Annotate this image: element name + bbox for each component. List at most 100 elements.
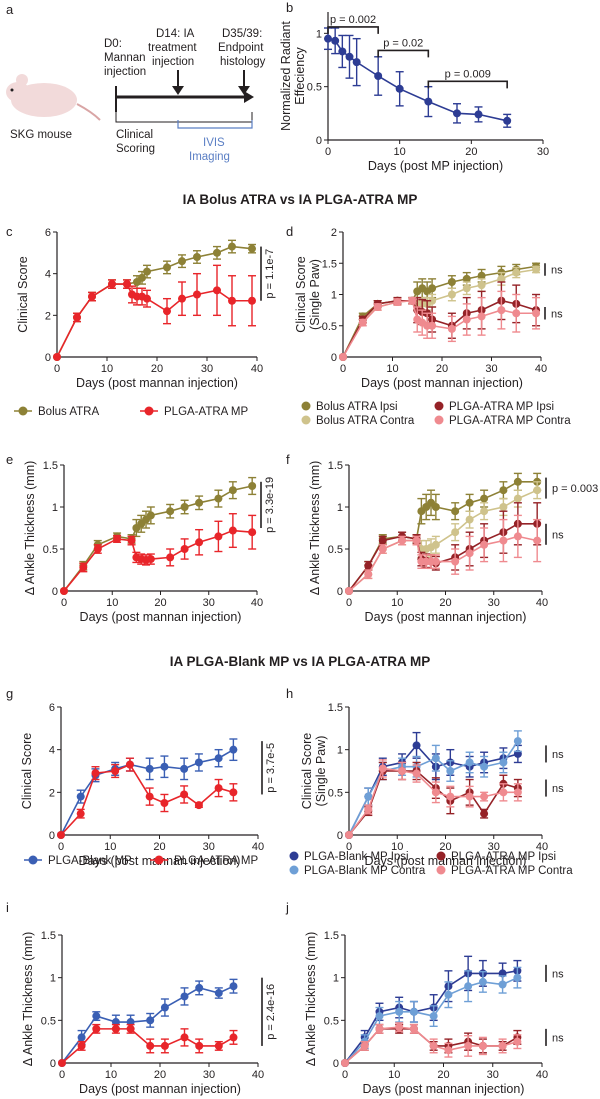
data-point-e-0-14 — [248, 482, 257, 490]
legend-plga-atra-g: PLGA-ATRA MP — [174, 855, 258, 867]
x-tick-label-h-3: 30 — [488, 841, 500, 853]
data-point-i-1-3 — [111, 1024, 120, 1033]
data-point-b-0-5 — [374, 72, 383, 80]
panel-h: h 0 10 20 30 40 0 0.5 1 1.5 Days (post mannan inj… — [286, 686, 564, 868]
y-tick-label-b-2: 1 — [316, 28, 322, 40]
data-point-c-0-7 — [143, 267, 151, 276]
comparison-label-b-0: p = 0.002 — [330, 14, 376, 26]
x-tick-label-i-2: 20 — [154, 1069, 166, 1081]
stat-label-h-0: ns — [552, 749, 564, 761]
y-tick-label-f-0: 0 — [337, 586, 343, 598]
y-tick-label-f-3: 1.5 — [328, 460, 343, 472]
legend-c: Bolus ATRA PLGA-ATRA MP — [14, 406, 248, 418]
stat-label-h-1: ns — [552, 783, 564, 795]
x-axis-label-c: Days (post mannan injection) — [76, 376, 238, 390]
x-tick-label-g-2: 20 — [153, 841, 165, 853]
panel-g-letter: g — [6, 686, 13, 701]
panel-d-letter: d — [286, 224, 293, 239]
data-point-f-3-13 — [513, 532, 522, 541]
series-f-0 — [345, 472, 542, 595]
data-point-e-0-11 — [195, 498, 204, 507]
data-point-c-1-2 — [88, 292, 96, 301]
data-point-f-0-10 — [465, 498, 474, 507]
y-axis-label-f: Δ Ankle Thickness (mm) — [308, 461, 322, 596]
y-tick-label-c-1: 2 — [45, 310, 51, 322]
x-tick-label-g-3: 30 — [203, 841, 215, 853]
y-axis-label-i: Δ Ankle Thickness (mm) — [21, 932, 35, 1067]
legend-blank-ipsi: PLGA-Blank MP Ipsi — [304, 851, 409, 863]
data-point-g-0-8 — [194, 758, 203, 767]
y-tick-label-b-1: 0.5 — [307, 82, 322, 94]
data-point-i-1-6 — [160, 1041, 169, 1050]
data-point-j-3-8 — [478, 1041, 487, 1050]
mouse-illustration — [6, 74, 101, 121]
series-line-c-0 — [56, 245, 253, 358]
data-point-i-1-2 — [92, 1024, 101, 1033]
data-point-f-3-8 — [431, 557, 440, 566]
data-point-g-0-5 — [145, 764, 154, 773]
data-point-d-3-12 — [497, 306, 506, 315]
data-point-b-0-8 — [453, 109, 461, 118]
data-point-f-0-12 — [499, 486, 508, 495]
data-point-h-3-1 — [364, 805, 373, 814]
data-point-f-1-10 — [465, 515, 474, 524]
data-point-d-3-3 — [393, 298, 402, 306]
legend-g: PLGA-Blank MP PLGA-ATRA MP — [24, 855, 258, 867]
x-tick-label-j-4: 40 — [536, 1069, 548, 1081]
legend-marker-blank-ipsi — [289, 851, 299, 861]
x-tick-label-h-0: 0 — [346, 841, 352, 853]
data-point-i-0-5 — [146, 1016, 155, 1025]
data-point-h-1-5 — [431, 754, 440, 763]
data-point-h-1-10 — [513, 737, 522, 746]
y-tick-label-c-2: 4 — [45, 269, 51, 281]
y-tick-label-i-2: 1 — [50, 973, 56, 985]
legend-d: Bolus ATRA Ipsi PLGA-ATRA MP Ipsi Bolus … — [301, 401, 571, 427]
data-point-i-0-7 — [180, 992, 189, 1001]
panel-i: i 0 10 20 30 40 0 0.5 1 1.5 Days (post mannan inj… — [6, 900, 277, 1096]
y-tick-label-g-3: 6 — [49, 702, 55, 714]
y-tick-label-d-1: 0.5 — [322, 321, 337, 333]
data-point-i-1-0 — [58, 1059, 66, 1067]
x-tick-label-j-2: 20 — [437, 1069, 449, 1081]
x-axis-label-b: Days (post MP injection) — [368, 159, 503, 173]
timeline-arrowhead — [244, 91, 254, 103]
data-point-f-3-3 — [398, 536, 407, 545]
series-c-0 — [53, 239, 256, 361]
legend-marker-atra-ipsi — [436, 851, 446, 861]
data-point-c-0-13 — [248, 244, 256, 253]
data-point-d-1-8 — [428, 296, 437, 305]
x-tick-label-d-3: 30 — [485, 363, 497, 375]
x-tick-label-f-2: 20 — [439, 597, 451, 609]
series-line-f-0 — [348, 480, 538, 592]
legend-blank-contra: PLGA-Blank MP Contra — [304, 865, 426, 877]
x-tick-label-i-0: 0 — [59, 1069, 65, 1081]
data-point-i-1-10 — [229, 1033, 238, 1042]
data-point-d-3-11 — [477, 312, 486, 321]
data-point-d-3-9 — [447, 324, 456, 333]
x-tick-label-e-1: 10 — [106, 597, 118, 609]
x-tick-label-j-3: 30 — [487, 1069, 499, 1081]
data-point-e-1-2 — [93, 545, 102, 553]
data-point-g-0-1 — [76, 792, 85, 801]
x-axis-label-i: Days (post mannan injection) — [79, 1082, 241, 1096]
x-tick-label-b-0: 0 — [325, 146, 331, 158]
panel-f-letter: f — [286, 452, 290, 467]
legend-bolus-ipsi: Bolus ATRA Ipsi — [316, 401, 398, 413]
data-point-b-0-4 — [352, 58, 361, 67]
y-tick-label-f-1: 0.5 — [328, 544, 343, 556]
y-axis-label-g: Clinical Score — [20, 733, 34, 809]
data-point-h-3-2 — [378, 764, 387, 773]
y-tick-label-d-3: 1.5 — [322, 258, 337, 270]
data-point-i-0-2 — [92, 1012, 101, 1021]
data-point-e-1-8 — [146, 555, 155, 564]
d14-arrowhead — [172, 86, 184, 95]
data-point-b-0-6 — [395, 84, 404, 93]
y-tick-label-e-1: 0.5 — [43, 544, 58, 556]
data-point-c-1-1 — [73, 313, 81, 322]
x-tick-label-d-4: 40 — [535, 363, 547, 375]
data-point-j-1-4 — [409, 1007, 418, 1016]
x-tick-label-g-4: 40 — [252, 841, 264, 853]
series-line-c-1 — [56, 283, 252, 358]
data-point-g-1-7 — [180, 790, 189, 799]
